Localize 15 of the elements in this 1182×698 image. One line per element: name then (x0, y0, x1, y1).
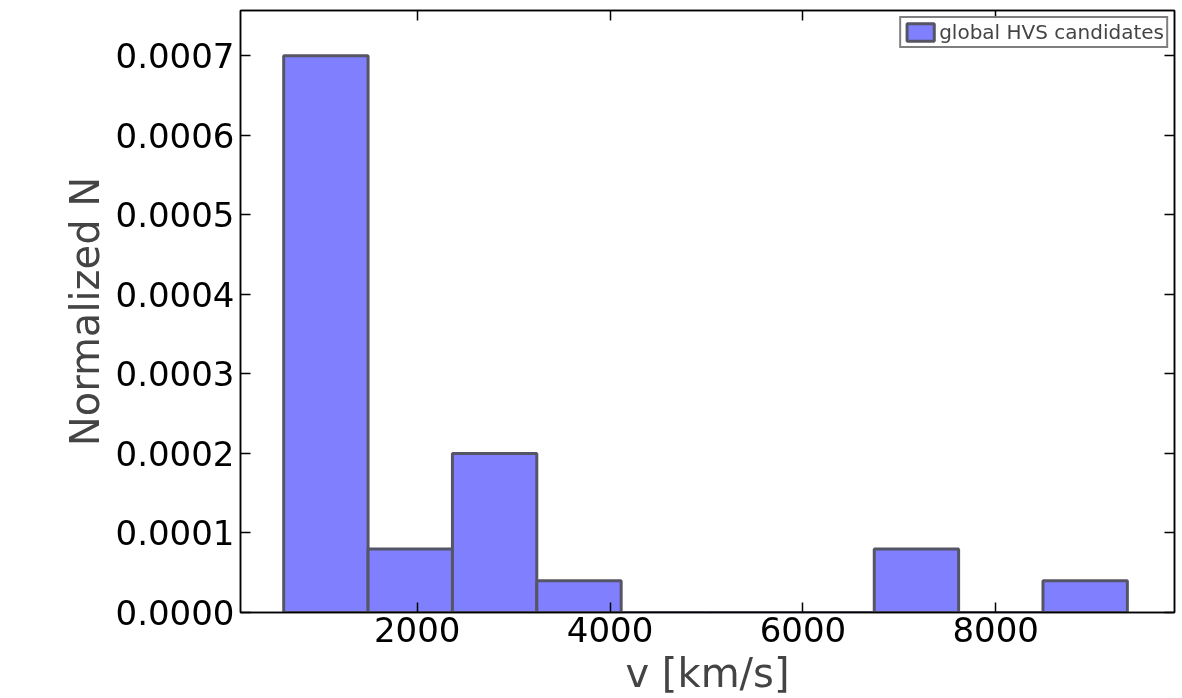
y-tick-label: 0.0006 (115, 115, 235, 156)
x-tick-label: 6000 (759, 609, 847, 650)
y-tick-label: 0.0005 (115, 195, 235, 236)
y-tick-label: 0.0007 (115, 36, 235, 77)
y-tick-label: 0.0000 (115, 593, 235, 633)
y-tick-label: 0.0004 (115, 274, 235, 315)
x-axis-title: v [km/s] (625, 649, 790, 696)
y-tick-label: 0.0003 (115, 354, 235, 395)
legend-label: global HVS candidates (939, 20, 1164, 44)
x-tick-label: 8000 (952, 609, 1040, 650)
y-tick-label: 0.0002 (115, 433, 235, 474)
x-tick-label: 2000 (373, 609, 461, 650)
y-axis-title: Normalized N (61, 176, 108, 447)
x-tick-label: 4000 (566, 609, 654, 650)
y-tick-label: 0.0001 (115, 513, 235, 554)
